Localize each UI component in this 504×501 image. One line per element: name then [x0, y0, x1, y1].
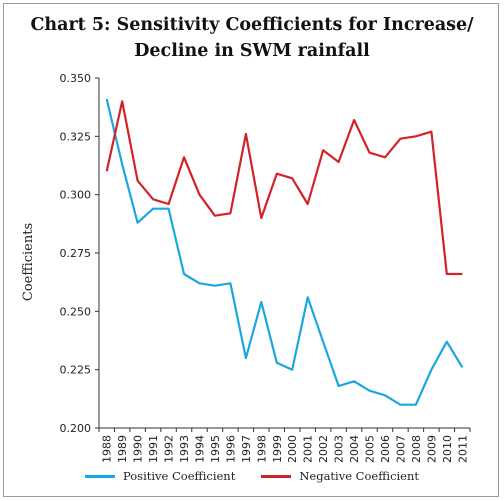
legend: Positive Coefficient Negative Coefficien…	[0, 466, 504, 486]
x-tick-label: 1999	[271, 435, 284, 463]
y-axis-ticks: 0.200 0.225 0.250 0.275 0.300 0.325 0.350	[60, 72, 99, 435]
x-tick-label: 2003	[333, 435, 346, 463]
x-tick-label: 1988	[101, 435, 114, 463]
legend-label-positive: Positive Coefficient	[122, 469, 236, 483]
x-axis-ticks: 1988 1989 1990 1991 1992 1993 1994 1995 1996 1997…	[98, 428, 471, 463]
y-tick-label: 0.350	[60, 72, 92, 85]
x-tick-label: 1994	[193, 435, 206, 463]
x-tick-label: 1996	[224, 435, 237, 463]
y-tick-label: 0.225	[60, 364, 92, 377]
y-tick-label: 0.325	[60, 130, 92, 143]
axes	[98, 78, 470, 429]
y-tick-label: 0.200	[60, 422, 92, 435]
legend-label-negative: Negative Coefficient	[299, 469, 420, 483]
x-tick-label: 2001	[302, 435, 315, 463]
y-tick-label: 0.250	[60, 305, 92, 318]
x-tick-label: 2002	[317, 435, 330, 463]
x-tick-label: 2006	[379, 435, 392, 463]
legend-swatch-positive	[84, 474, 115, 478]
x-tick-label: 1990	[132, 435, 145, 463]
x-tick-label: 2005	[364, 435, 377, 463]
negative-coefficient-line	[105, 100, 463, 276]
x-tick-label: 2000	[286, 435, 299, 463]
x-tick-label: 2004	[348, 435, 361, 463]
chart-title: Chart 5: Sensitivity Coefficients for In…	[0, 12, 504, 64]
chart-title-line-1: Chart 5: Sensitivity Coefficients for In…	[30, 15, 474, 35]
x-tick-label: 1997	[240, 435, 253, 463]
legend-item-negative: Negative Coefficient	[261, 469, 419, 483]
x-tick-label: 1989	[116, 435, 129, 463]
positive-coefficient-line	[105, 98, 464, 406]
x-tick-label: 1993	[178, 435, 191, 463]
legend-item-positive: Positive Coefficient	[84, 469, 236, 483]
x-tick-label: 2008	[410, 435, 423, 463]
x-tick-label: 2009	[425, 435, 438, 463]
series-lines	[105, 98, 464, 406]
x-tick-label: 2010	[441, 435, 454, 463]
chart-title-line-2: Decline in SWM rainfall	[134, 41, 370, 61]
y-tick-label: 0.275	[60, 247, 92, 260]
x-tick-label: 2011	[456, 435, 469, 463]
x-tick-label: 1998	[255, 435, 268, 463]
x-tick-label: 1991	[147, 435, 160, 463]
y-axis-label: Coefficients	[21, 223, 36, 301]
x-tick-label: 1992	[163, 435, 176, 463]
legend-swatch-negative	[261, 474, 292, 478]
x-tick-label: 2007	[394, 435, 407, 463]
chart-frame	[3, 3, 499, 497]
y-tick-label: 0.300	[60, 189, 92, 202]
x-tick-label: 1995	[209, 435, 222, 463]
